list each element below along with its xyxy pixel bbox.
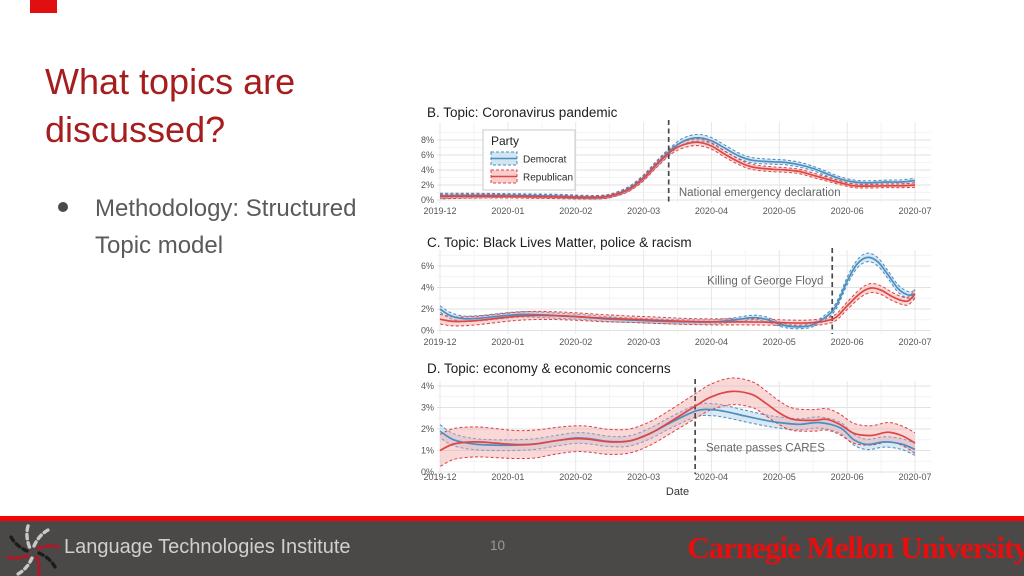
cmu-wordmark: Carnegie Mellon University: [687, 530, 1024, 565]
chart-svg: National emergency declaration 2019-12 202…: [421, 105, 932, 216]
page-number: 10: [490, 538, 506, 553]
svg-text:2020-01: 2020-01: [491, 472, 524, 482]
slide-title: What topics are discussed?: [45, 58, 295, 154]
svg-text:2020-06: 2020-06: [831, 206, 864, 216]
svg-text:0%: 0%: [421, 195, 434, 205]
svg-text:2020-02: 2020-02: [559, 206, 592, 216]
svg-text:2019-12: 2019-12: [423, 337, 456, 347]
svg-text:6%: 6%: [421, 150, 434, 160]
svg-text:2020-07: 2020-07: [899, 337, 932, 347]
svg-text:2020-03: 2020-03: [627, 472, 660, 482]
svg-text:2020-06: 2020-06: [831, 337, 864, 347]
svg-text:2020-06: 2020-06: [831, 472, 864, 482]
lti-logo-icon: [7, 524, 59, 576]
corner-accent-tab: [30, 0, 57, 13]
bullet-line-2: Topic model: [95, 232, 224, 259]
svg-text:8%: 8%: [421, 135, 434, 145]
chart-title: B. Topic: Coronavirus pandemic: [427, 105, 618, 120]
chart-legend: Party Democrat Republican: [482, 129, 576, 191]
chart-panel-coronavirus: National emergency declaration 2019-12 202…: [410, 96, 944, 229]
svg-text:2020-04: 2020-04: [695, 472, 728, 482]
chart-svg: Senate passes CARES 2019-12 2020-01 2020-02…: [421, 361, 932, 498]
svg-text:2020-02: 2020-02: [559, 337, 592, 347]
svg-text:2%: 2%: [421, 180, 434, 190]
svg-text:2020-02: 2020-02: [559, 472, 592, 482]
svg-text:2%: 2%: [421, 424, 434, 434]
svg-text:0%: 0%: [421, 467, 434, 477]
svg-text:2%: 2%: [421, 304, 434, 314]
footer-bar: Language Technologies Institute 10 Carne…: [0, 521, 1024, 576]
svg-text:2020-03: 2020-03: [627, 206, 660, 216]
slide-title-line-2: discussed?: [45, 109, 226, 150]
svg-text:2020-07: 2020-07: [899, 472, 932, 482]
chart-svg: Killing of George Floyd 2019-12 2020-01 202…: [421, 235, 932, 347]
chart-panel-economy: Senate passes CARES 2019-12 2020-01 2020-02…: [410, 353, 944, 505]
svg-text:2020-05: 2020-05: [763, 206, 796, 216]
event-annotation: National emergency declaration: [679, 187, 841, 199]
event-annotation: Killing of George Floyd: [707, 275, 823, 287]
series-lines: [439, 256, 916, 328]
svg-text:2020-05: 2020-05: [763, 337, 796, 347]
svg-text:4%: 4%: [421, 283, 434, 293]
svg-text:4%: 4%: [421, 165, 434, 175]
event-annotation: Senate passes CARES: [706, 443, 825, 455]
svg-text:2020-04: 2020-04: [695, 206, 728, 216]
svg-text:Republican: Republican: [523, 173, 573, 184]
footer-org-name: Language Technologies Institute: [64, 536, 351, 558]
chart-title: D. Topic: economy & economic concerns: [427, 361, 671, 376]
svg-text:2020-01: 2020-01: [491, 337, 524, 347]
bullet-dot-icon: [58, 202, 68, 212]
bullet-line-1: Methodology: Structured: [95, 195, 357, 222]
slide-title-line-1: What topics are: [45, 61, 296, 102]
svg-text:Democrat: Democrat: [523, 155, 567, 166]
legend-title: Party: [491, 134, 519, 148]
svg-text:1%: 1%: [421, 446, 434, 456]
svg-text:6%: 6%: [421, 261, 434, 271]
svg-text:2020-04: 2020-04: [695, 337, 728, 347]
footer-accent-line: [0, 516, 1024, 521]
bullet-item: Methodology: Structured Topic model: [58, 190, 356, 264]
x-axis-title: Date: [666, 486, 689, 498]
chart-panel-black-lives-matter: Killing of George Floyd 2019-12 2020-01 202…: [410, 228, 944, 359]
svg-text:2019-12: 2019-12: [423, 206, 456, 216]
svg-text:2020-03: 2020-03: [627, 337, 660, 347]
svg-text:2020-07: 2020-07: [899, 206, 932, 216]
series-lines: [439, 390, 916, 452]
svg-text:2020-05: 2020-05: [763, 472, 796, 482]
svg-text:2020-01: 2020-01: [491, 206, 524, 216]
svg-text:0%: 0%: [421, 326, 434, 336]
svg-text:2019-12: 2019-12: [423, 472, 456, 482]
series-lines: [439, 136, 916, 199]
chart-title: C. Topic: Black Lives Matter, police & r…: [427, 235, 692, 250]
svg-text:3%: 3%: [421, 403, 434, 413]
svg-text:4%: 4%: [421, 381, 434, 391]
bullet-text: Methodology: Structured Topic model: [95, 190, 356, 264]
